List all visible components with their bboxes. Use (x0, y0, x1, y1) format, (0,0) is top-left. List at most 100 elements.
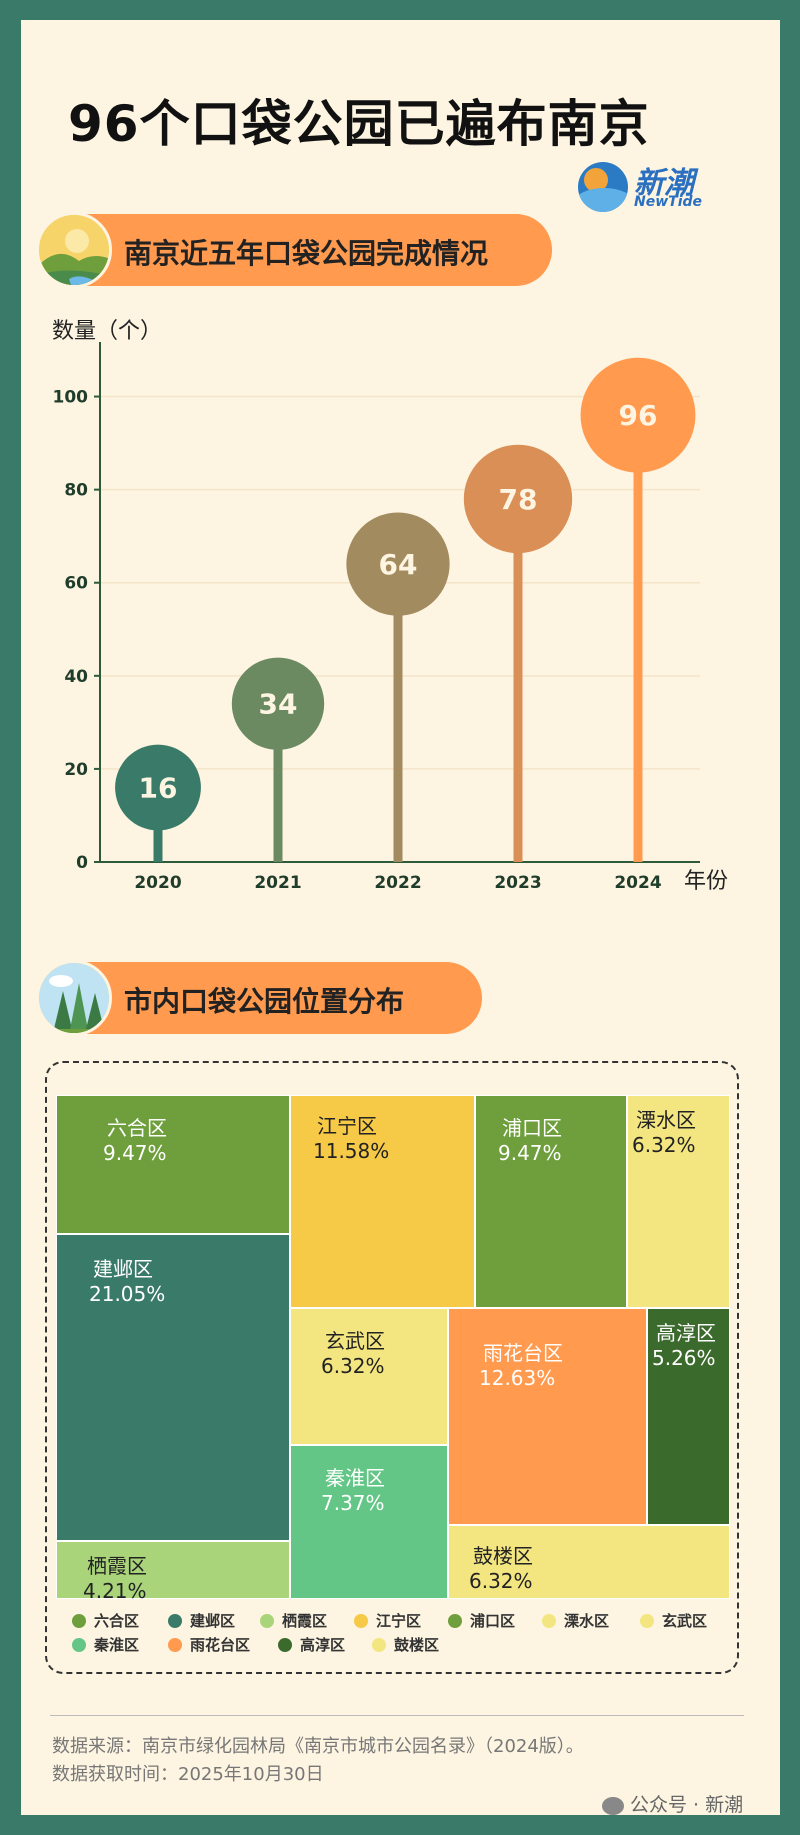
legend-item: 浦口区 (448, 1610, 515, 1631)
legend-label: 栖霞区 (282, 1612, 328, 1630)
tile-percent: 11.58% (313, 1139, 390, 1163)
section-header-distribution: 市内口袋公园位置分布 (36, 960, 482, 1036)
landscape-icon (36, 212, 112, 288)
data-label: 34 (259, 688, 298, 721)
section-header-completion: 南京近五年口袋公园完成情况 (36, 212, 552, 288)
logo-subtitle: NewTide (634, 194, 703, 210)
tile-percent: 9.47% (103, 1141, 167, 1165)
tile-name: 六合区 (107, 1116, 167, 1140)
legend-item: 江宁区 (354, 1610, 421, 1631)
data-source: 数据来源：南京市绿化园林局《南京市城市公园名录》（2024版）。 (52, 1736, 584, 1757)
treemap-tile: 江宁区 11.58% (290, 1095, 475, 1308)
tile-name: 高淳区 (656, 1321, 716, 1345)
logo-emblem-icon (578, 162, 628, 212)
bar-head (580, 357, 696, 473)
legend-item: 六合区 (72, 1610, 139, 1631)
bar-stem (633, 415, 643, 862)
x-axis-label: 年份 (684, 869, 728, 894)
legend-swatch (260, 1613, 274, 1628)
bar-head (463, 444, 573, 554)
legend-label: 秦淮区 (94, 1636, 140, 1654)
legend-item: 栖霞区 (260, 1610, 327, 1631)
data-label: 96 (619, 399, 658, 432)
y-tick-label: 100 (53, 388, 89, 408)
tile-name: 溧水区 (636, 1108, 696, 1132)
forest-icon (36, 960, 112, 1036)
watermark: 公众号 · 新潮 (602, 1790, 743, 1817)
legend-item: 秦淮区 (72, 1634, 139, 1655)
tile-percent: 12.63% (479, 1366, 556, 1390)
legend-swatch (168, 1613, 182, 1628)
tile-name: 建邺区 (93, 1257, 153, 1281)
watermark-text: 公众号 · 新潮 (630, 1794, 744, 1816)
tile-name: 江宁区 (317, 1114, 377, 1138)
y-tick-label: 20 (64, 760, 88, 780)
legend-label: 江宁区 (376, 1612, 422, 1630)
legend-label: 建邺区 (190, 1612, 236, 1630)
tile-percent: 21.05% (89, 1282, 166, 1306)
bar-head (231, 657, 325, 750)
tile-percent: 7.37% (321, 1491, 385, 1515)
data-label: 64 (379, 548, 418, 581)
bar-stem (393, 564, 403, 862)
legend-label: 高淳区 (300, 1636, 346, 1654)
bar-head (115, 744, 201, 831)
y-tick-label: 60 (64, 574, 88, 594)
y-tick-label: 80 (64, 481, 88, 501)
legend-label: 鼓楼区 (394, 1636, 440, 1654)
legend-item: 溧水区 (542, 1610, 609, 1631)
tile-percent: 5.26% (652, 1346, 716, 1370)
legend-item: 建邺区 (168, 1610, 235, 1631)
treemap-tile: 溧水区 6.32% (627, 1095, 730, 1308)
tile-name: 浦口区 (502, 1116, 562, 1140)
footer-divider (50, 1715, 744, 1716)
treemap-tile: 浦口区 9.47% (475, 1095, 627, 1308)
x-tick-label: 2024 (614, 873, 661, 893)
legend-label: 六合区 (94, 1612, 140, 1630)
section-title-distribution: 市内口袋公园位置分布 (124, 985, 405, 1018)
legend-swatch (168, 1637, 182, 1652)
bar-stem (513, 498, 523, 862)
tile-name: 雨花台区 (483, 1341, 563, 1365)
legend-item: 玄武区 (640, 1610, 707, 1631)
legend-swatch (354, 1613, 368, 1628)
treemap-tile: 高淳区 5.26% (647, 1308, 730, 1525)
tile-name: 玄武区 (325, 1329, 385, 1353)
legend-swatch (640, 1613, 654, 1628)
legend-swatch (278, 1637, 292, 1652)
bar-stem (273, 703, 283, 862)
legend-swatch (372, 1637, 386, 1652)
logo-name: 新潮 (634, 166, 694, 201)
treemap-tile: 六合区 9.47% (56, 1095, 290, 1234)
treemap-frame (45, 1061, 739, 1674)
legend-swatch (72, 1613, 86, 1628)
tile-name: 鼓楼区 (473, 1544, 533, 1568)
tile-percent: 6.32% (469, 1569, 533, 1593)
legend-label: 雨花台区 (190, 1636, 251, 1654)
legend-swatch (448, 1613, 462, 1628)
wechat-icon (602, 1796, 624, 1815)
bar-head (346, 512, 450, 616)
x-tick-label: 2023 (494, 873, 541, 893)
y-axis-label: 数量（个） (52, 319, 162, 344)
legend-item: 雨花台区 (168, 1634, 250, 1655)
legend-item: 高淳区 (278, 1634, 345, 1655)
data-label: 16 (139, 772, 178, 805)
treemap-tile: 秦淮区 7.37% (290, 1445, 448, 1599)
data-label: 78 (499, 483, 538, 516)
treemap-tile: 雨花台区 12.63% (448, 1308, 647, 1525)
data-fetch-time: 数据获取时间：2025年10月30日 (52, 1764, 324, 1785)
x-tick-label: 2020 (134, 873, 181, 893)
legend-label: 玄武区 (662, 1612, 708, 1630)
treemap-tile: 栖霞区 4.21% (56, 1541, 290, 1603)
page-title: 96个口袋公园已遍布南京 (68, 95, 650, 153)
lollipop-chart: 数量（个） 0 20 40 60 80 100 年份 16 2020 34 2021 64 2022 78 2… (52, 319, 728, 894)
treemap-tile: 玄武区 6.32% (290, 1308, 448, 1445)
legend-label: 浦口区 (470, 1612, 516, 1630)
legend-item: 鼓楼区 (372, 1634, 439, 1655)
tile-percent: 6.32% (632, 1133, 696, 1157)
legend-swatch (542, 1613, 556, 1628)
treemap-tile: 建邺区 21.05% (56, 1234, 290, 1541)
tile-percent: 9.47% (498, 1141, 562, 1165)
tile-percent: 6.32% (321, 1354, 385, 1378)
